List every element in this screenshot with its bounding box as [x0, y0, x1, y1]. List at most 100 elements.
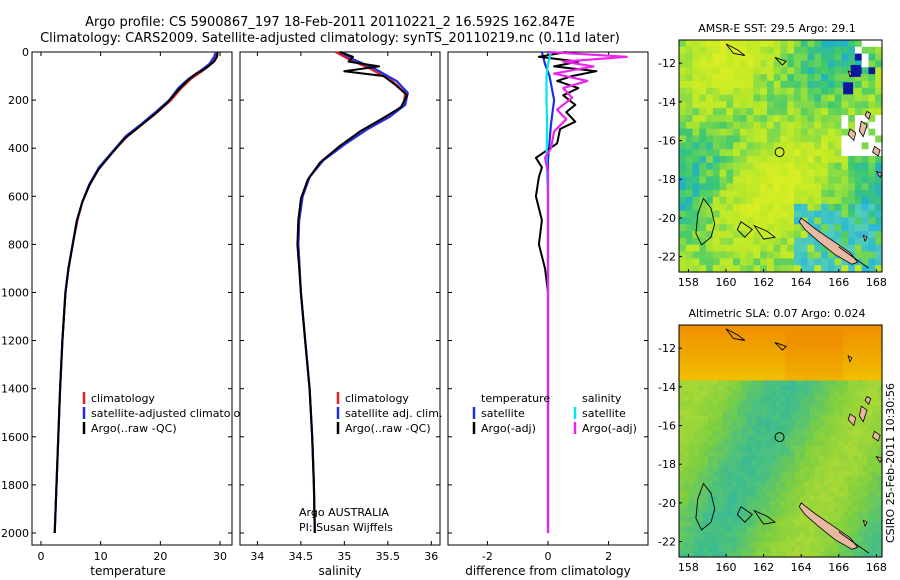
- map-cell: [761, 436, 767, 442]
- map-cell: [732, 385, 738, 392]
- map-cell: [775, 355, 782, 361]
- map-cell: [770, 466, 777, 472]
- map-cell: [790, 345, 796, 351]
- map-cell: [733, 115, 741, 123]
- map-cell: [848, 506, 854, 513]
- map-cell: [753, 237, 761, 246]
- map-cell: [790, 405, 796, 412]
- map-cell: [773, 217, 782, 225]
- map-cell: [708, 415, 714, 422]
- map-cell: [727, 461, 733, 467]
- map-cell: [753, 176, 761, 184]
- map-cell: [706, 190, 714, 198]
- map-cell: [727, 370, 733, 376]
- map-cell: [693, 370, 699, 376]
- map-cell: [760, 162, 768, 171]
- map-cell: [857, 501, 864, 508]
- map-cell: [679, 80, 687, 89]
- map-cell: [827, 210, 836, 218]
- map-cell: [790, 466, 796, 472]
- map-cell: [767, 60, 775, 68]
- map-cell: [819, 420, 825, 427]
- map-cell: [875, 231, 883, 239]
- map-cell: [853, 375, 859, 381]
- map-cell: [828, 536, 835, 543]
- map-cell: [751, 415, 757, 422]
- map-cell: [739, 203, 748, 212]
- map-cell: [780, 506, 786, 513]
- map-cell: [727, 335, 733, 341]
- map-cell: [841, 135, 849, 143]
- map-cell: [804, 330, 811, 336]
- map-cell: [877, 405, 883, 412]
- map-cell: [683, 370, 690, 376]
- map-cell: [780, 74, 788, 82]
- map-cell: [799, 420, 806, 427]
- map-cell: [828, 516, 835, 523]
- map-cell: [790, 335, 796, 341]
- map-cell: [708, 325, 714, 331]
- map-cell: [693, 521, 699, 528]
- island-5: [875, 170, 883, 179]
- map-cell: [848, 53, 856, 61]
- map-cell: [804, 476, 811, 482]
- map-cell: [790, 471, 796, 477]
- map-cell: [853, 325, 859, 331]
- map-cell: [827, 142, 836, 150]
- map-cell: [790, 546, 796, 553]
- map-cell: [760, 237, 768, 246]
- map-cell: [857, 385, 864, 392]
- map-cell: [780, 536, 786, 543]
- map-cell: [857, 425, 864, 432]
- map-cell: [838, 451, 844, 457]
- map-cell: [828, 420, 835, 427]
- map-cell: [766, 390, 772, 397]
- map-cell: [799, 330, 806, 336]
- map-cell: [739, 67, 748, 75]
- map-cell: [824, 345, 830, 351]
- map-cell: [760, 80, 768, 89]
- map-cell: [780, 108, 788, 116]
- map-cell: [708, 516, 714, 523]
- map-cell: [761, 330, 767, 336]
- map-cell: [780, 345, 786, 351]
- map-cell: [795, 516, 801, 523]
- map-cell: [693, 395, 699, 402]
- map-cell: [824, 506, 830, 513]
- map-cell: [761, 350, 767, 356]
- map-cell: [795, 355, 801, 361]
- contour-2: [752, 224, 776, 240]
- map-cell: [785, 441, 791, 447]
- map-cell: [746, 60, 755, 68]
- map-cell: [838, 486, 844, 492]
- map-cell: [722, 446, 728, 452]
- map-cell: [809, 446, 815, 452]
- map-cell: [722, 370, 728, 376]
- map-cell: [848, 466, 854, 472]
- map-cell: [685, 108, 694, 116]
- map-cell: [712, 162, 721, 171]
- map-cell: [814, 94, 822, 102]
- map-cell: [760, 60, 768, 68]
- map-cell: [746, 80, 755, 89]
- map-cell: [699, 40, 707, 48]
- map-cell: [857, 521, 864, 528]
- map-cell: [737, 552, 743, 558]
- map-cell: [848, 552, 854, 558]
- map-cell: [679, 210, 687, 218]
- map-cell: [688, 420, 695, 427]
- map-cell: [872, 400, 878, 407]
- map-cell: [868, 121, 876, 130]
- map-cell: [809, 345, 815, 351]
- map-cell: [719, 135, 727, 143]
- map-cell: [872, 350, 878, 356]
- map-cell: [799, 476, 806, 482]
- map-cell: [698, 325, 704, 331]
- map-cell: [706, 169, 714, 177]
- map-cell: [761, 481, 767, 487]
- map-cell: [821, 244, 829, 253]
- map-cell: [821, 74, 829, 82]
- map-cell: [770, 451, 777, 457]
- map-cell: [727, 496, 733, 503]
- map-cell: [688, 441, 695, 447]
